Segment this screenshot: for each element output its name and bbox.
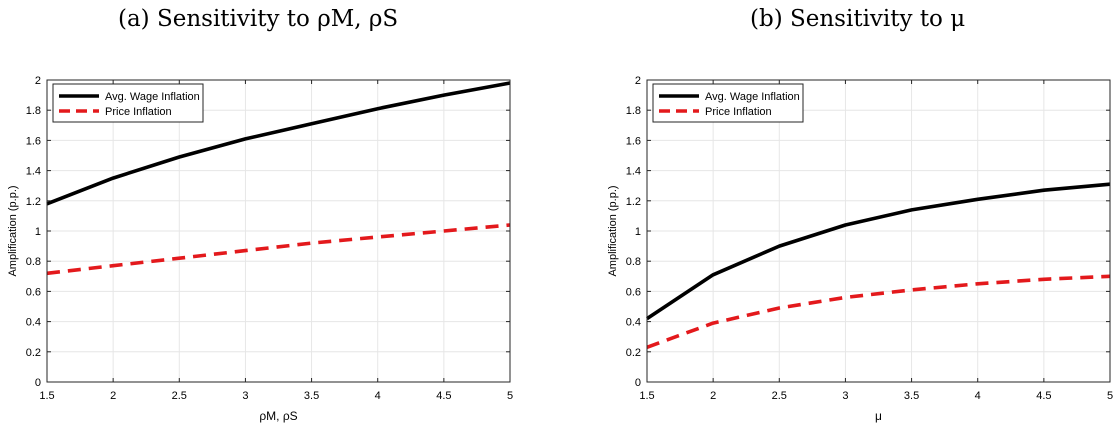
y-tick-label: 1.6 (26, 135, 41, 147)
x-tick-label: 2.5 (172, 390, 187, 402)
x-tick-label: 1.5 (39, 390, 54, 402)
y-tick-label: 1.2 (626, 196, 641, 208)
legend-box (652, 83, 804, 123)
x-tick-label: 3 (842, 390, 848, 402)
x-tick-label: 3.5 (304, 390, 319, 402)
y-tick-label: 0.8 (26, 256, 41, 268)
y-tick-label: 2 (635, 75, 641, 87)
x-axis-label: ρM, ρS (259, 409, 297, 423)
x-tick-label: 1.5 (639, 390, 654, 402)
y-tick-label: 1.4 (626, 166, 641, 178)
y-tick-label: 0.4 (626, 317, 641, 329)
y-tick-label: 0.2 (626, 347, 641, 359)
y-axis-label: Amplification (p.p.) (607, 185, 619, 276)
chart-panel-a: 1.5 2 2.5 3 3.5 4 4.5 5 0 0.2 0.4 0.6 0.8 1 1.2 1.4 1.6 1… (7, 75, 513, 423)
x-tick-label: 2 (110, 390, 116, 402)
y-tick-label: 2 (35, 75, 41, 87)
y-tick-label: 0 (635, 377, 641, 389)
x-tick-label: 4 (975, 390, 981, 402)
legend-label: Price Inflation (705, 106, 772, 118)
panel-a-title: (a) Sensitivity to ρM, ρS (118, 6, 399, 32)
y-tick-label: 1.4 (26, 166, 41, 178)
x-tick-label: 5 (1107, 390, 1113, 402)
panel-b-title: (b) Sensitivity to μ (750, 6, 966, 32)
y-tick-label: 1 (635, 226, 641, 238)
chart-panel-b: 1.5 2 2.5 3 3.5 4 4.5 5 0 0.2 0.4 0.6 0.8 1 1.2 1.4 1.6 1… (607, 75, 1113, 423)
y-tick-label: 1 (35, 226, 41, 238)
x-tick-label: 2.5 (772, 390, 787, 402)
y-tick-label: 0.6 (26, 286, 41, 298)
legend-label: Avg. Wage Inflation (705, 91, 800, 103)
series-line-wage (46, 81, 511, 206)
y-tick-label: 0.4 (26, 317, 41, 329)
y-tick-label: 0.2 (26, 347, 41, 359)
x-tick-label: 3.5 (904, 390, 919, 402)
y-tick-label: 0.8 (626, 256, 641, 268)
y-tick-label: 1.6 (626, 135, 641, 147)
y-tick-label: 1.8 (626, 105, 641, 117)
legend-label: Price Inflation (105, 106, 172, 118)
series-line-price (646, 274, 1111, 349)
y-tick-label: 1.8 (26, 105, 41, 117)
x-tick-label: 5 (507, 390, 513, 402)
y-tick-label: 0.6 (626, 286, 641, 298)
x-tick-label: 2 (710, 390, 716, 402)
x-tick-label: 4.5 (436, 390, 451, 402)
x-axis-label: μ (875, 409, 882, 423)
x-tick-label: 4 (375, 390, 381, 402)
series-line-wage (646, 182, 1111, 321)
y-axis-label: Amplification (p.p.) (7, 185, 19, 276)
y-tick-label: 0 (35, 377, 41, 389)
y-tick-label: 1.2 (26, 196, 41, 208)
x-tick-label: 4.5 (1036, 390, 1051, 402)
legend-label: Avg. Wage Inflation (105, 91, 200, 103)
legend-box (52, 83, 204, 123)
series-line-price (46, 223, 511, 276)
x-tick-label: 3 (242, 390, 248, 402)
